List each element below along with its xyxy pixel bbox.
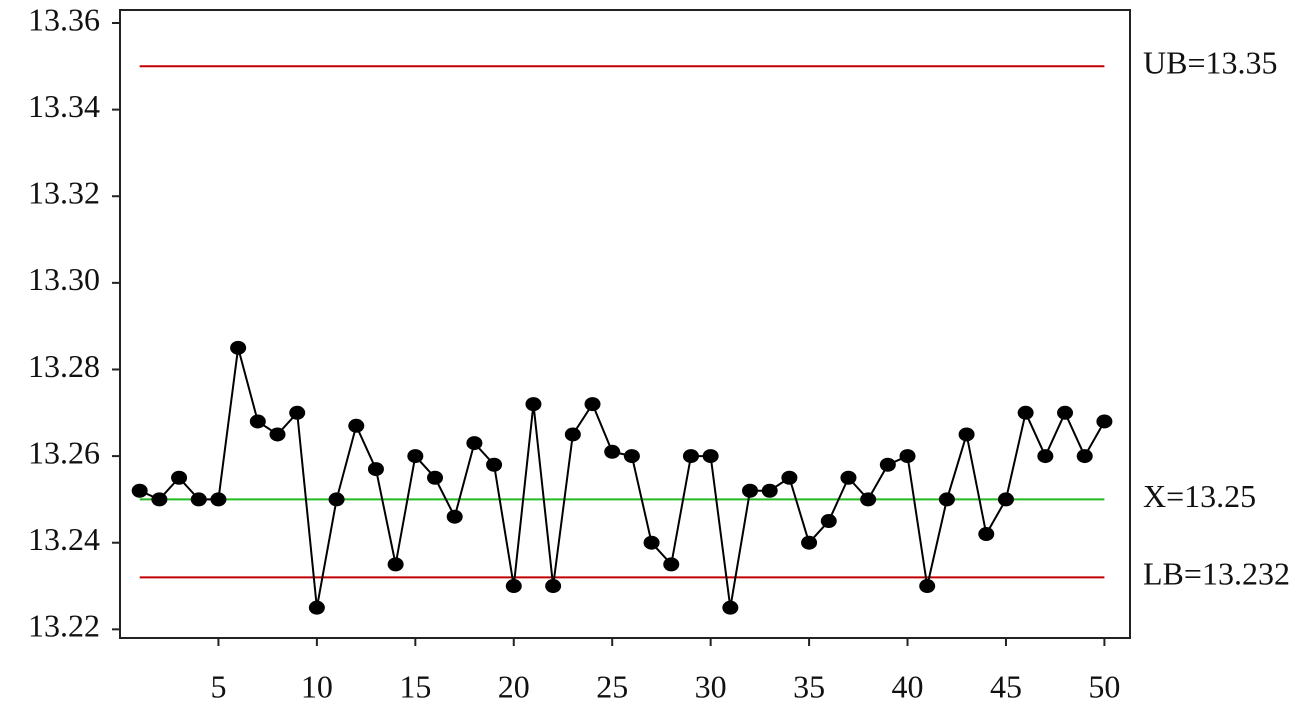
data-point <box>427 470 444 485</box>
x-tick-label: 15 <box>399 668 431 704</box>
data-point <box>938 492 955 507</box>
data-point <box>446 509 463 524</box>
y-tick-label: 13.32 <box>28 175 100 211</box>
data-point <box>584 397 601 412</box>
data-point <box>230 340 247 355</box>
y-tick-label: 13.24 <box>28 521 100 557</box>
y-tick-label: 13.26 <box>28 434 100 470</box>
data-point <box>151 492 168 507</box>
data-point <box>682 449 699 464</box>
y-tick-label: 13.22 <box>28 608 100 644</box>
data-point <box>269 427 286 442</box>
x-tick-label: 35 <box>793 668 825 704</box>
data-point <box>742 483 759 498</box>
data-point <box>958 427 975 442</box>
y-tick-label: 13.34 <box>28 88 100 124</box>
plot-frame <box>119 9 1131 639</box>
data-point <box>781 470 798 485</box>
data-point <box>545 579 562 594</box>
data-point <box>348 418 365 433</box>
data-point <box>466 436 483 451</box>
x-tick-label: 10 <box>301 668 333 704</box>
data-point <box>1076 449 1093 464</box>
y-tick-label: 13.28 <box>28 348 100 384</box>
data-point <box>486 457 503 472</box>
data-point <box>131 483 148 498</box>
data-point <box>1037 449 1054 464</box>
data-point <box>899 449 916 464</box>
data-point <box>879 457 896 472</box>
data-point <box>722 600 739 615</box>
data-point <box>1096 414 1113 429</box>
data-point <box>801 535 818 550</box>
data-point <box>1017 405 1034 420</box>
reference-label: UB=13.35 <box>1143 45 1278 81</box>
data-point <box>978 527 995 542</box>
y-tick-label: 13.30 <box>28 261 100 297</box>
data-point <box>604 444 621 459</box>
data-point <box>210 492 227 507</box>
data-point <box>820 514 837 529</box>
x-tick-label: 40 <box>892 668 924 704</box>
data-point <box>249 414 266 429</box>
data-point <box>761 483 778 498</box>
data-point <box>997 492 1014 507</box>
data-point <box>702 449 719 464</box>
data-point <box>525 397 542 412</box>
x-tick-label: 30 <box>695 668 727 704</box>
data-point <box>387 557 404 572</box>
x-tick-label: 45 <box>990 668 1022 704</box>
data-point <box>190 492 207 507</box>
data-point <box>564 427 581 442</box>
data-point <box>308 600 325 615</box>
x-tick-label: 5 <box>210 668 226 704</box>
x-tick-label: 20 <box>498 668 530 704</box>
data-point <box>1057 405 1074 420</box>
data-point <box>505 579 522 594</box>
data-point <box>643 535 660 550</box>
data-point <box>919 579 936 594</box>
y-tick-label: 13.36 <box>28 1 100 37</box>
data-point <box>407 449 424 464</box>
reference-label: LB=13.232 <box>1143 556 1290 592</box>
data-point <box>623 449 640 464</box>
x-tick-label: 50 <box>1088 668 1120 704</box>
data-line <box>139 347 1106 608</box>
data-point <box>860 492 877 507</box>
data-point <box>367 462 384 477</box>
data-point <box>663 557 680 572</box>
data-point <box>289 405 306 420</box>
data-point <box>328 492 345 507</box>
data-point <box>840 470 857 485</box>
reference-label: X=13.25 <box>1143 478 1256 514</box>
x-tick-label: 25 <box>596 668 628 704</box>
data-point <box>171 470 188 485</box>
